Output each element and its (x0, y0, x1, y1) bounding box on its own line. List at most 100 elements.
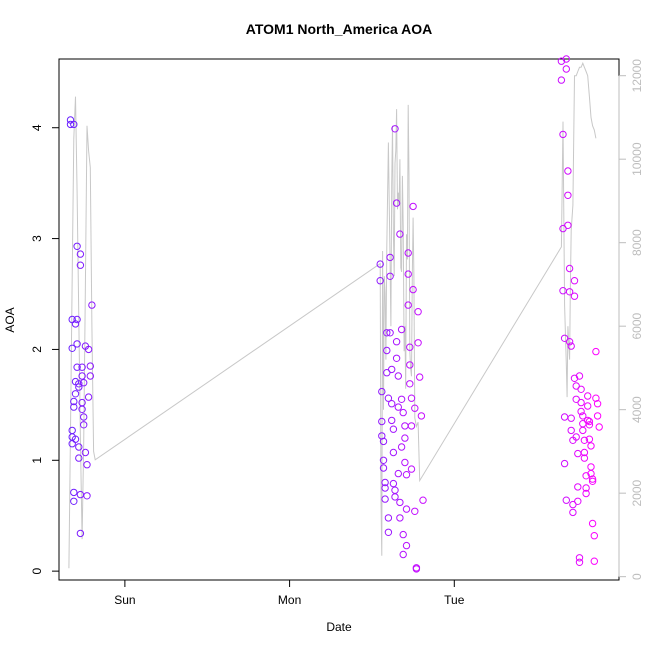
data-point (75, 443, 83, 451)
data-point (391, 486, 399, 494)
data-point (70, 120, 78, 129)
data-point (565, 338, 574, 346)
data-point (402, 541, 411, 550)
data-point (71, 390, 80, 398)
data-point (397, 395, 406, 403)
data-point (557, 57, 566, 65)
data-point (84, 345, 93, 354)
data-point (565, 264, 574, 273)
data-point (396, 498, 404, 507)
data-point (585, 417, 594, 426)
data-point (378, 387, 386, 396)
data-point (401, 458, 409, 467)
data-point (580, 448, 589, 457)
data-point (419, 496, 427, 504)
data-point (414, 308, 422, 316)
data-point (386, 272, 394, 280)
data-point (70, 497, 78, 505)
data-point (396, 514, 404, 522)
data-point (70, 397, 78, 406)
data-point (402, 471, 411, 479)
data-point (404, 301, 412, 309)
data-point (392, 338, 401, 346)
data-point (406, 343, 414, 351)
data-point (379, 456, 388, 464)
data-point (562, 496, 570, 504)
data-point (574, 483, 582, 491)
y-axis-right: 0 2000 4000 6000 8000 10000 12000 (618, 59, 644, 580)
data-point (588, 475, 597, 483)
data-point (386, 253, 394, 262)
data-point (414, 339, 422, 347)
data-point (579, 426, 587, 435)
data-point (78, 405, 86, 413)
data-point (579, 412, 587, 420)
x-axis-label: Date (326, 620, 352, 634)
y-right-tick-label: 10000 (630, 142, 644, 176)
data-point (399, 408, 407, 417)
data-point (569, 508, 577, 517)
data-point (585, 421, 594, 429)
data-point (376, 260, 384, 268)
data-point (411, 404, 419, 412)
data-point (389, 479, 398, 488)
data-point (386, 329, 394, 337)
data-point (590, 557, 598, 565)
data-point (560, 413, 569, 421)
data-point (588, 477, 597, 485)
data-point (582, 484, 590, 492)
data-point (585, 435, 594, 443)
data-point (73, 363, 81, 371)
data-point (381, 495, 389, 503)
data-point (557, 76, 566, 84)
data-point (88, 301, 96, 309)
data-point (71, 320, 80, 328)
data-point (562, 55, 570, 63)
data-point (412, 565, 421, 573)
data-point (75, 383, 83, 391)
data-point (569, 500, 577, 509)
data-point (73, 340, 81, 348)
data-point (76, 250, 85, 258)
data-point (593, 400, 602, 408)
data-point (575, 554, 584, 562)
data-point (592, 347, 600, 356)
y-right-tick-label: 2000 (630, 479, 644, 506)
data-point (402, 505, 411, 513)
data-point (582, 472, 590, 480)
data-point (80, 379, 88, 387)
data-point (570, 292, 579, 300)
data-point (401, 434, 409, 442)
data-point (417, 412, 426, 420)
data-point (562, 65, 570, 73)
data-point (73, 315, 81, 324)
data-point (411, 507, 419, 515)
data-point (391, 125, 399, 133)
data-point (588, 519, 597, 528)
data-point (399, 550, 407, 559)
y-right-tick-label: 4000 (630, 396, 644, 423)
y-tick-label: 4 (30, 124, 44, 131)
data-point (388, 365, 396, 374)
y-tick-label: 0 (30, 567, 44, 574)
data-point (397, 325, 406, 334)
y-right-tick-label: 0 (630, 573, 644, 580)
data-point (75, 380, 83, 388)
x-axis: Sun Mon Tue (114, 579, 465, 607)
y-right-tick-label: 8000 (630, 229, 644, 256)
data-point (409, 202, 417, 211)
data-point (577, 407, 585, 416)
chart-title: ATOM1 North_America AOA (246, 21, 432, 37)
data-point (70, 403, 78, 411)
data-point (401, 422, 409, 430)
data-point (68, 426, 76, 435)
data-point (383, 346, 391, 355)
data-point (404, 249, 412, 257)
data-point (564, 191, 572, 200)
data-point (590, 532, 598, 540)
data-point (577, 385, 585, 393)
line-layer (68, 61, 597, 569)
data-point (559, 224, 567, 233)
data-point (389, 448, 398, 457)
